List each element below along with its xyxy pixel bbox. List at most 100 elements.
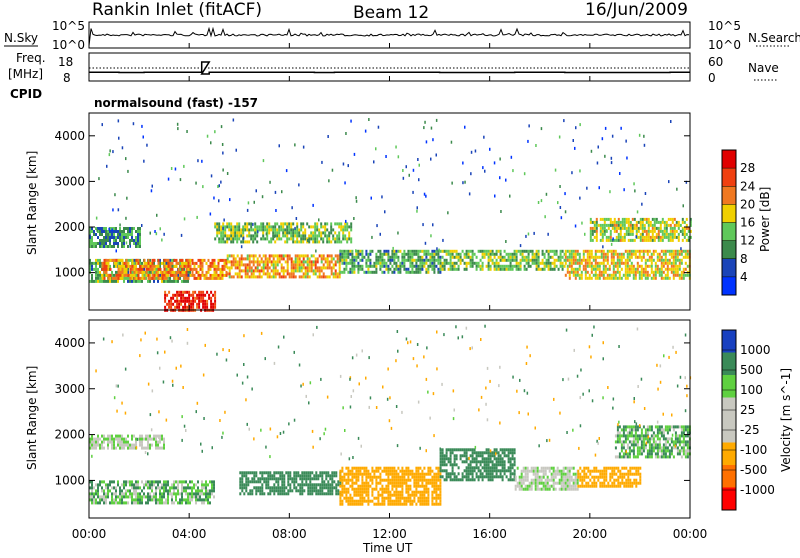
heatmap-cell: [391, 500, 393, 503]
heatmap-cell: [251, 266, 253, 269]
heatmap-cell: [105, 242, 107, 245]
heatmap-cell: [632, 224, 634, 227]
heatmap-cell: [419, 164, 421, 167]
heatmap-cell: [319, 474, 321, 477]
heatmap-cell: [192, 303, 194, 306]
heatmap-cell: [600, 227, 602, 230]
heatmap-cell: [323, 480, 325, 483]
heatmap-cell: [209, 480, 211, 483]
heatmap-cell: [581, 262, 583, 265]
heatmap-cell: [257, 486, 259, 489]
heatmap-cell: [565, 274, 567, 277]
heatmap-cell: [233, 257, 235, 260]
heatmap-cell: [651, 253, 653, 256]
heatmap-cell: [341, 485, 343, 488]
heatmap-cell: [171, 280, 173, 283]
heatmap-cell: [183, 486, 185, 489]
heatmap-cell: [407, 470, 409, 473]
heatmap-cell: [468, 262, 470, 265]
heatmap-cell: [480, 469, 482, 472]
heatmap-cell: [163, 483, 165, 486]
heatmap-cell: [506, 253, 508, 256]
heatmap-cell: [609, 274, 611, 277]
heatmap-cell: [316, 228, 318, 231]
heatmap-cell: [327, 486, 329, 489]
nsky-tick-bottom: 10^0: [52, 38, 85, 52]
heatmap-cell: [169, 492, 171, 495]
heatmap-cell: [644, 224, 646, 227]
heatmap-cell: [99, 444, 101, 447]
heatmap-cell: [169, 280, 171, 283]
heatmap-cell: [395, 503, 397, 506]
heatmap-cell: [267, 486, 269, 489]
heatmap-cell: [341, 488, 343, 491]
heatmap-cell: [488, 262, 490, 265]
heatmap-cell: [407, 467, 409, 470]
heatmap-cell: [158, 265, 160, 268]
heatmap-cell: [614, 230, 616, 233]
heatmap-cell: [125, 233, 127, 236]
heatmap-cell: [547, 482, 549, 485]
heatmap-cell: [149, 486, 151, 489]
heatmap-cell: [442, 451, 444, 454]
heatmap-cell: [279, 275, 281, 278]
heatmap-cell: [312, 237, 314, 240]
heatmap-cell: [205, 483, 207, 486]
heatmap-cell: [141, 498, 143, 501]
heatmap-cell: [401, 485, 403, 488]
heatmap-cell: [111, 233, 113, 236]
heatmap-cell: [341, 253, 343, 256]
heatmap-cell: [301, 269, 303, 272]
heatmap-cell: [624, 227, 626, 230]
heatmap-cell: [521, 470, 523, 473]
heatmap-cell: [646, 233, 648, 236]
heatmap-cell: [348, 164, 350, 167]
heatmap-cell: [125, 495, 127, 498]
heatmap-cell: [436, 119, 438, 122]
heatmap-cell: [113, 245, 115, 248]
heatmap-cell: [524, 268, 526, 271]
heatmap-cell: [565, 467, 567, 470]
heatmap-cell: [238, 228, 240, 231]
heatmap-cell: [149, 271, 151, 274]
heatmap-cell: [683, 250, 685, 253]
heatmap-cell: [385, 265, 387, 268]
heatmap-cell: [334, 240, 336, 243]
heatmap-cell: [251, 254, 253, 257]
heatmap-cell: [105, 280, 107, 283]
heatmap-cell: [139, 498, 141, 501]
heatmap-cell: [510, 259, 512, 262]
heatmap-cell: [203, 501, 205, 504]
heatmap-cell: [145, 480, 147, 483]
heatmap-cell: [338, 234, 340, 237]
heatmap-cell: [391, 494, 393, 497]
heatmap-cell: [662, 221, 664, 224]
heatmap-cell: [175, 168, 177, 171]
heatmap-cell: [387, 259, 389, 262]
heatmap-cell: [257, 263, 259, 266]
heatmap-cell: [488, 268, 490, 271]
heatmap-cell: [550, 250, 552, 253]
heatmap-cell: [389, 494, 391, 497]
heatmap-cell: [512, 169, 514, 172]
heatmap-cell: [195, 489, 197, 492]
heatmap-cell: [409, 473, 411, 476]
heatmap-cell: [395, 494, 397, 497]
heatmap-cell: [117, 438, 119, 441]
heatmap-cell: [335, 263, 337, 266]
heatmap-cell: [208, 265, 210, 268]
heatmap-cell: [395, 473, 397, 476]
heatmap-cell: [622, 224, 624, 227]
heatmap-cell: [617, 271, 619, 274]
heatmap-cell: [279, 477, 281, 480]
heatmap-cell: [535, 476, 537, 479]
heatmap-cell: [307, 263, 309, 266]
heatmap-cell: [562, 268, 564, 271]
heatmap-cell: [296, 231, 298, 234]
heatmap-cell: [142, 268, 144, 271]
heatmap-cell: [323, 254, 325, 257]
heatmap-cell: [292, 222, 294, 225]
heatmap-cell: [484, 250, 486, 253]
heatmap-cell: [623, 274, 625, 277]
heatmap-cell: [140, 265, 142, 268]
